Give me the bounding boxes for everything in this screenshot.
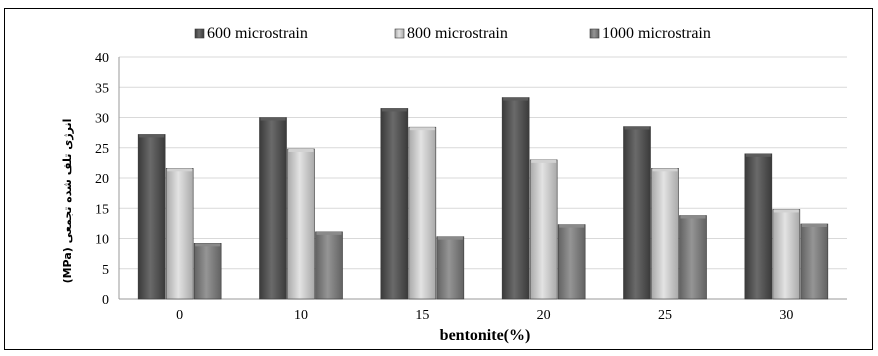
bar-top-cap (195, 243, 221, 247)
legend-swatch (194, 28, 205, 39)
x-tick-label: 25 (658, 308, 672, 323)
bar-series1-10 (259, 117, 287, 300)
bar-top-cap (167, 168, 193, 172)
x-axis-label: bentonite(%) (440, 327, 531, 344)
bar-top-cap (139, 134, 165, 138)
bar-top-cap (801, 223, 827, 227)
bar-series3-30 (800, 223, 829, 300)
y-tick-label: 5 (102, 263, 109, 278)
y-tick-label: 10 (95, 233, 109, 248)
bar-series1-20 (501, 97, 530, 300)
bar-series2-10 (287, 148, 315, 300)
bar-top-cap (652, 168, 678, 172)
legend: 600 microstrain 800 microstrain 1000 micro… (194, 25, 711, 42)
legend-item-3: 1000 microstrain (589, 25, 711, 42)
bar-top-cap (503, 97, 529, 101)
legend-item-2: 800 microstrain (394, 25, 508, 42)
y-tick-label: 20 (95, 172, 109, 187)
bar-top-cap (381, 108, 407, 112)
bar-series1-0 (137, 134, 166, 300)
bar-series2-15 (408, 126, 437, 300)
y-tick-label: 30 (95, 112, 109, 127)
bar-series3-20 (557, 224, 586, 300)
y-tick-label: 35 (95, 81, 109, 96)
x-tick-label: 10 (294, 308, 308, 323)
bar-top-cap (559, 224, 585, 228)
y-tick-label: 40 (95, 51, 109, 66)
legend-item-1: 600 microstrain (194, 25, 308, 42)
y-tick-label: 15 (95, 202, 109, 217)
axes (118, 57, 847, 300)
gridlines (119, 56, 847, 270)
bar-series2-25 (651, 168, 679, 300)
bar-series2-0 (165, 168, 194, 300)
bar-top-cap (409, 127, 435, 131)
y-tick-labels: 0 5 10 15 20 25 30 35 40 (95, 51, 109, 308)
legend-label: 1000 microstrain (602, 25, 711, 42)
bar-series3-10 (315, 231, 343, 300)
legend-label: 600 microstrain (207, 25, 308, 42)
bar-series2-30 (772, 209, 801, 300)
y-tick-label: 25 (95, 142, 109, 157)
bar-top-cap (437, 236, 463, 240)
legend-swatch (589, 28, 600, 39)
x-tick-label: 15 (415, 308, 429, 323)
y-axis-label: (MPa) انرژی تلف شده تجمعی (61, 119, 74, 284)
bar-series2-20 (529, 159, 558, 300)
chart-frame: 0 5 10 15 20 25 30 35 40 0 10 15 20 25 30 600 microst… (4, 8, 873, 350)
bar-top-cap (288, 148, 314, 152)
x-tick-label: 30 (779, 308, 793, 323)
bar-top-cap (773, 209, 799, 213)
legend-swatch (394, 28, 405, 39)
bar-chart: 0 5 10 15 20 25 30 35 40 0 10 15 20 25 30 600 microst… (61, 25, 847, 344)
legend-label: 800 microstrain (407, 25, 508, 42)
bar-series1-25 (623, 126, 651, 300)
bar-series1-30 (744, 153, 773, 300)
bar-top-cap (745, 153, 771, 157)
bars (137, 97, 829, 300)
bar-series3-0 (193, 243, 222, 300)
x-tick-label: 20 (537, 308, 551, 323)
bar-top-cap (624, 126, 650, 130)
bar-top-cap (680, 215, 706, 219)
bar-series3-25 (679, 215, 707, 300)
x-tick-label: 0 (176, 308, 183, 323)
bar-top-cap (260, 117, 286, 121)
y-tick-label: 0 (102, 293, 109, 308)
x-tick-labels: 0 10 15 20 25 30 (176, 308, 793, 323)
bar-series3-15 (436, 236, 465, 300)
bar-top-cap (531, 159, 557, 163)
bar-series1-15 (380, 108, 409, 300)
bar-top-cap (316, 231, 342, 235)
